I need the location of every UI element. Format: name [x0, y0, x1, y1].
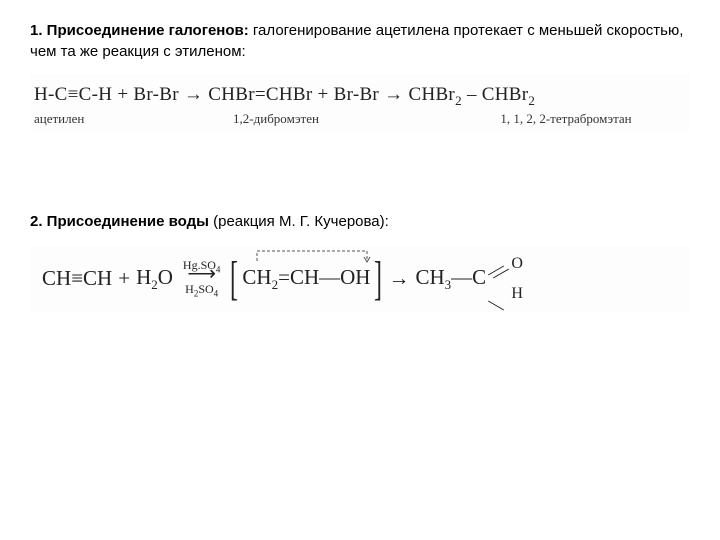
- int-dash: —: [319, 265, 340, 289]
- aldehyde-h: H: [511, 286, 523, 302]
- label-acetylene: ацетилен: [34, 111, 146, 127]
- section1-title: Присоединение галогенов:: [43, 22, 249, 39]
- section2-text: (реакция М. Г. Кучерова):: [209, 213, 389, 230]
- double-bond-line1: [488, 265, 504, 275]
- reaction2-equation: CH≡CH + H2O Hg.SO4 ⟶ H2SO4 [ CH2=CH—OH ]…: [36, 256, 684, 302]
- ch-left: CH: [42, 266, 71, 290]
- arrow-symbol: ⟶: [187, 271, 216, 277]
- arrow-final: →: [388, 266, 409, 291]
- eq1: =: [255, 84, 266, 105]
- single-bond-line: [488, 300, 504, 310]
- reaction1-equation: H-C≡C-H + Br-Br → CHBr=CHBr + Br-Br → CH…: [34, 84, 686, 109]
- p1a: CHBr: [208, 84, 255, 105]
- p2b: CHBr: [482, 84, 529, 105]
- arrow1: →: [179, 84, 208, 105]
- int-eq: =: [278, 265, 290, 289]
- reaction1-labels: ацетилен 1,2-дибромэтен 1, 1, 2, 2-тетра…: [34, 111, 686, 127]
- section1-number: 1.: [30, 22, 43, 39]
- arrow2: →: [379, 84, 408, 105]
- ch3-c: CH3—C: [415, 265, 486, 293]
- product-aldehyde: CH3—C O H: [409, 256, 523, 302]
- sub-p2a: 2: [455, 93, 462, 108]
- sub-p2b: 2: [528, 93, 535, 108]
- intermediate-bracket: [ CH2=CH—OH ]: [224, 260, 388, 298]
- aldehyde-bonds: [487, 258, 510, 300]
- p1b: CHBr: [266, 84, 313, 105]
- h: H: [136, 265, 151, 289]
- so4-sub: 4: [214, 288, 219, 298]
- r3: Br-Br: [334, 84, 379, 105]
- intermediate: CH2=CH—OH: [242, 265, 370, 293]
- catalyst-arrow: Hg.SO4 ⟶ H2SO4: [179, 259, 225, 298]
- int-oh: OH: [340, 265, 370, 289]
- ch-right: CH: [83, 266, 112, 290]
- spacer: [30, 141, 690, 211]
- section2-heading: 2. Присоединение воды (реакция М. Г. Куч…: [30, 211, 690, 232]
- triple-bond-2: ≡: [71, 266, 83, 290]
- water-term: H2O: [130, 265, 179, 293]
- section1-heading: 1. Присоединение галогенов: галогенирова…: [30, 20, 690, 62]
- prod-ch3: CH: [415, 265, 444, 289]
- tautomer-arrow-icon: [242, 247, 392, 267]
- plus1: +: [112, 84, 133, 105]
- section2-number: 2.: [30, 213, 43, 230]
- r1-left: H-C: [34, 84, 68, 105]
- catalyst-bottom: H2SO4: [185, 283, 218, 298]
- label-tetrabromoethane: 1, 1, 2, 2-тетрабромэтан: [406, 111, 686, 127]
- prod-c: C: [472, 265, 486, 289]
- int-ch: CH: [290, 265, 319, 289]
- reaction1-block: H-C≡C-H + Br-Br → CHBr=CHBr + Br-Br → CH…: [30, 74, 690, 131]
- int-ch2: CH: [242, 265, 271, 289]
- r1-right: C-H: [79, 84, 113, 105]
- section2-title: Присоединение воды: [43, 213, 209, 230]
- r2: Br-Br: [133, 84, 178, 105]
- o: O: [158, 265, 173, 289]
- triple-bond: ≡: [68, 84, 79, 105]
- reaction2-block: CH≡CH + H2O Hg.SO4 ⟶ H2SO4 [ CH2=CH—OH ]…: [30, 246, 690, 312]
- prod-dash: —: [451, 265, 472, 289]
- left-bracket: [: [230, 260, 238, 298]
- hgso-sub: 4: [216, 265, 221, 275]
- p2a: CHBr: [408, 84, 455, 105]
- right-bracket: ]: [374, 260, 382, 298]
- acetylene-term: CH≡CH: [36, 266, 118, 291]
- plus-r2: +: [118, 266, 130, 291]
- plus2: +: [312, 84, 333, 105]
- aldehyde-o: O: [511, 256, 523, 272]
- dash: –: [462, 84, 482, 105]
- label-dibromoethene: 1,2-дибромэтен: [146, 111, 406, 127]
- aldehyde-atoms: O H: [511, 256, 523, 302]
